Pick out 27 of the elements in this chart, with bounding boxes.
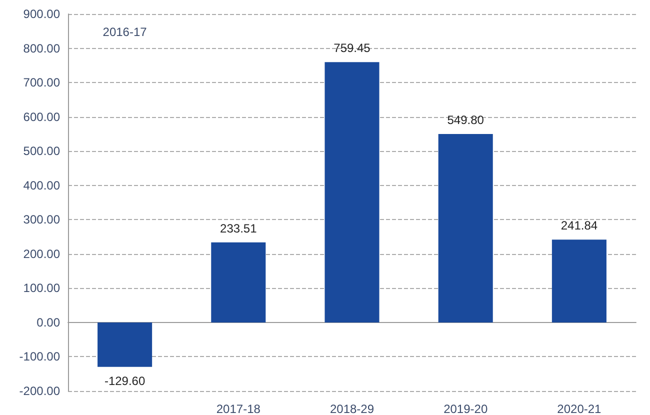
y-tick-label: -100.00 (19, 350, 60, 364)
y-tick-label: 400.00 (23, 178, 60, 192)
y-tick-label: 300.00 (23, 212, 60, 227)
data-label: -129.60 (104, 374, 146, 388)
x-tick-label: 2016-17 (102, 25, 148, 39)
x-tick-label: 2018-29 (330, 402, 374, 415)
y-tick-label: 900.00 (23, 7, 60, 21)
bar (552, 240, 606, 322)
y-tick-label: -200.00 (19, 384, 60, 398)
x-tick-label: 2017-18 (216, 402, 261, 415)
bar (438, 134, 493, 322)
y-tick-label: 800.00 (23, 41, 60, 56)
bar (211, 242, 266, 322)
bar (98, 322, 152, 367)
y-tick-label: 200.00 (23, 246, 60, 261)
y-tick-label: 700.00 (23, 76, 60, 90)
y-tick-label: 600.00 (23, 110, 60, 124)
data-label: 759.45 (334, 41, 371, 56)
data-label: 233.51 (220, 221, 258, 236)
data-label: 241.84 (560, 218, 598, 233)
y-tick-label: 500.00 (23, 144, 60, 158)
y-tick-label: 0.00 (36, 315, 60, 330)
data-label: 549.80 (447, 113, 484, 128)
x-tick-label: 2019-20 (444, 402, 488, 415)
y-tick-label: 100.00 (23, 281, 60, 296)
x-tick-label: 2020-21 (557, 402, 602, 415)
bar (324, 62, 380, 322)
